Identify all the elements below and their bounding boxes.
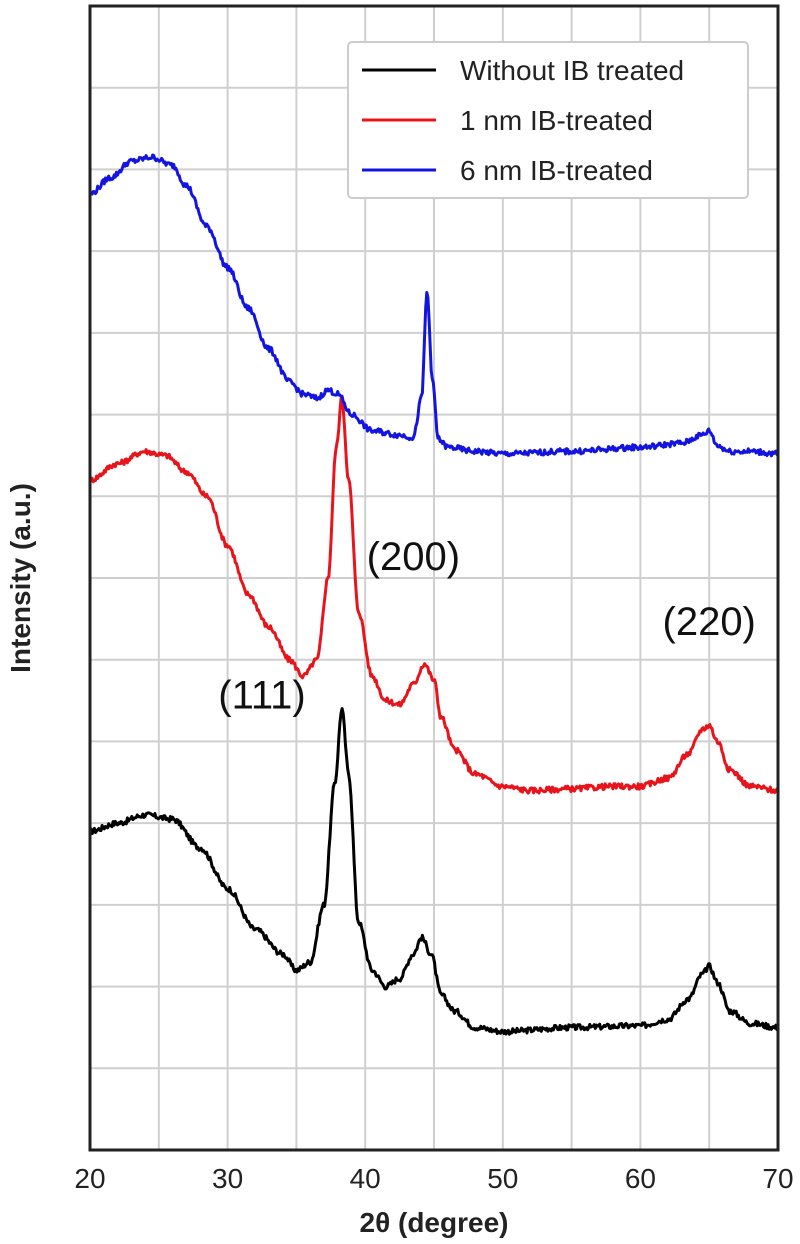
- peak-annotation: (220): [663, 600, 756, 644]
- y-axis-title: Intensity (a.u.): [5, 483, 36, 673]
- x-tick-label: 50: [487, 1163, 518, 1194]
- peak-annotation: (111): [218, 674, 305, 718]
- x-axis-title: 2θ (degree): [360, 1207, 509, 1238]
- legend-label: 1 nm IB-treated: [460, 105, 653, 136]
- peak-annotation: (200): [367, 535, 460, 579]
- series-line-1: [89, 707, 779, 1036]
- plot-frame: [88, 4, 780, 1152]
- legend-label: 6 nm IB-treated: [460, 155, 653, 186]
- x-tick-label: 60: [625, 1163, 656, 1194]
- x-tick-label: 30: [212, 1163, 243, 1194]
- annotations: (111) (200) (220): [218, 535, 756, 718]
- legend-label: Without IB treated: [460, 55, 684, 86]
- legend: Without IB treated 1 nm IB-treated 6 nm IB…: [347, 41, 749, 199]
- series-line-2: [88, 397, 780, 795]
- x-tick-labels: 20 30 40 50 60 70: [74, 1163, 793, 1194]
- legend-box: [347, 41, 749, 199]
- series-line-3: [88, 153, 780, 458]
- series-group: [88, 153, 780, 1036]
- x-tick-label: 70: [762, 1163, 793, 1194]
- x-tick-label: 40: [350, 1163, 381, 1194]
- x-tick-label: 20: [74, 1163, 105, 1194]
